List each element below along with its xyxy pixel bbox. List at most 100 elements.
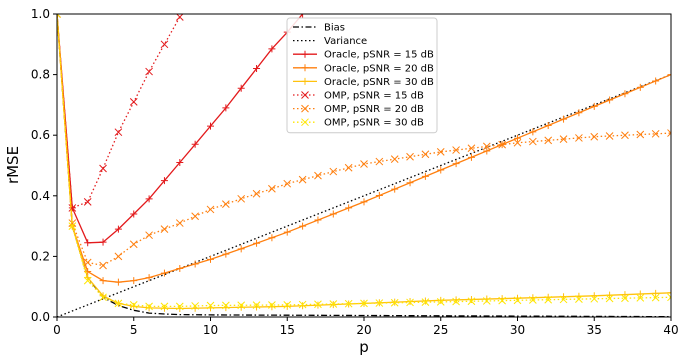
data-point	[437, 296, 445, 304]
x-tick-label: 20	[356, 323, 371, 337]
data-point	[544, 122, 552, 130]
legend-label: OMP, pSNR = 20 dB	[324, 104, 424, 115]
data-point	[253, 239, 261, 247]
x-tick-label: 25	[433, 323, 448, 337]
data-point	[482, 142, 491, 151]
series-line	[57, 14, 671, 308]
data-point	[99, 261, 107, 270]
data-point	[114, 128, 123, 137]
x-tick-label: 15	[280, 323, 295, 337]
legend-entry: Variance	[293, 36, 367, 47]
data-point	[314, 300, 322, 309]
data-point	[375, 157, 384, 166]
data-point	[114, 225, 122, 233]
series-line	[57, 14, 181, 209]
legend-entry: Oracle, pSNR = 15 dB	[293, 50, 434, 61]
data-point	[283, 179, 292, 188]
data-point	[360, 198, 368, 206]
data-point	[206, 301, 215, 310]
data-point	[621, 291, 629, 299]
y-tick-label: 0.2	[31, 249, 50, 263]
data-point	[590, 102, 598, 110]
data-point	[129, 98, 138, 106]
data-point	[621, 131, 629, 140]
data-point	[222, 104, 230, 112]
legend-label: Oracle, pSNR = 30 dB	[324, 77, 434, 88]
data-point	[375, 191, 383, 199]
series-layer	[57, 14, 671, 317]
data-point	[375, 299, 384, 307]
data-point	[68, 204, 77, 212]
data-point	[301, 50, 309, 58]
data-point	[514, 134, 521, 142]
data-point	[575, 134, 583, 142]
legend-label: Oracle, pSNR = 15 dB	[324, 50, 434, 61]
legend-label: OMP, pSNR = 15 dB	[324, 91, 424, 102]
data-point	[483, 147, 491, 155]
data-point	[99, 164, 107, 173]
data-point	[667, 289, 671, 297]
legend-label: Oracle, pSNR = 20 dB	[324, 63, 434, 74]
data-point	[176, 265, 184, 273]
data-point	[421, 172, 429, 180]
data-point	[467, 297, 476, 306]
data-point	[222, 250, 230, 258]
data-point	[83, 258, 92, 267]
data-point	[498, 140, 507, 149]
data-point	[667, 293, 671, 302]
data-point	[360, 299, 368, 308]
data-point	[191, 260, 199, 268]
data-point	[575, 295, 583, 303]
y-axis-title: rMSE	[4, 146, 22, 184]
data-point	[329, 167, 338, 176]
data-point	[575, 109, 583, 117]
data-point	[482, 297, 491, 305]
data-point	[84, 239, 92, 247]
data-point	[99, 238, 107, 246]
data-point	[467, 144, 476, 153]
data-point	[114, 278, 122, 286]
data-point	[298, 300, 307, 309]
data-point	[221, 200, 230, 208]
x-tick-label: 40	[663, 323, 678, 337]
data-point	[99, 292, 107, 300]
legend-entry: OMP, pSNR = 20 dB	[293, 104, 424, 115]
data-point	[99, 277, 107, 285]
data-point	[605, 132, 614, 140]
data-point	[57, 14, 61, 18]
data-point	[329, 210, 337, 218]
data-point	[606, 291, 614, 299]
data-point	[467, 153, 475, 161]
data-point	[651, 293, 660, 302]
data-point	[590, 294, 599, 303]
data-point	[237, 84, 245, 92]
y-tick-label: 1.0	[31, 7, 50, 21]
data-point	[652, 77, 660, 85]
x-tick-label: 5	[130, 323, 138, 337]
data-point	[301, 64, 309, 72]
data-point	[406, 179, 414, 187]
data-point	[114, 252, 123, 261]
data-point	[544, 295, 553, 304]
data-point	[421, 297, 429, 305]
data-point	[130, 302, 138, 310]
data-point	[176, 158, 184, 166]
data-point	[421, 150, 430, 159]
x-tick-label: 10	[203, 323, 218, 337]
data-point	[314, 301, 322, 309]
data-point	[145, 231, 153, 240]
data-point	[406, 298, 414, 307]
series-5	[57, 14, 184, 212]
data-point	[160, 225, 169, 233]
data-point	[207, 122, 214, 130]
data-point	[83, 276, 92, 285]
data-point	[191, 302, 200, 310]
legend: Bias Variance Oracle, pSNR = 15 dB Oracle, …	[286, 17, 438, 134]
data-point	[130, 210, 138, 218]
series-7	[57, 14, 671, 311]
y-tick-label: 0.0	[31, 310, 50, 324]
data-point	[191, 212, 200, 221]
data-point	[559, 295, 568, 304]
data-point	[206, 205, 215, 214]
